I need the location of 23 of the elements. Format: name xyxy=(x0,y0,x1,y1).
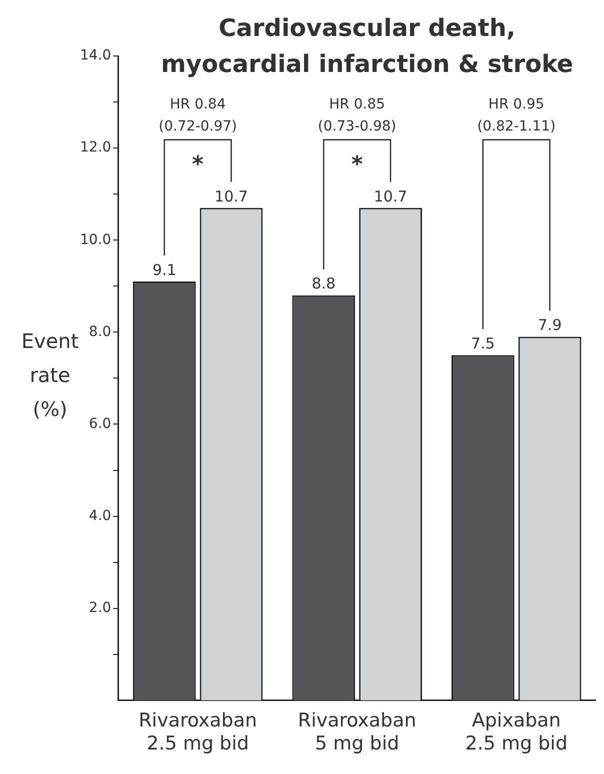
annotation: HR 0.84 (0.72-0.97) xyxy=(158,96,237,134)
x-tick-label: Rivaroxaban 2.5 mg bid xyxy=(138,710,258,755)
y-tick-label: 10.0 xyxy=(80,232,112,248)
y-tick-label: 4.0 xyxy=(88,508,112,524)
data-label: 10.7 xyxy=(214,187,248,206)
y-axis-title: Event rate (%) xyxy=(21,329,79,421)
y-tick-label: 14.0 xyxy=(80,48,112,64)
annotation: * xyxy=(351,152,364,178)
annotation: HR 0.85 (0.73-0.98) xyxy=(318,96,396,134)
chart-title: Cardiovascular death, myocardial infarction & stroke xyxy=(160,14,574,78)
x-tick-label: Apixaban 2.5 mg bid xyxy=(465,710,568,755)
data-label: 9.1 xyxy=(152,260,176,279)
annotation: HR 0.95 (0.82-1.11) xyxy=(477,96,556,134)
y-tick-label: 8.0 xyxy=(88,324,112,340)
data-label: 8.8 xyxy=(312,274,336,293)
data-label: 7.9 xyxy=(538,316,562,334)
y-tick-label: 12.0 xyxy=(80,140,112,156)
y-tick-label: 2.0 xyxy=(88,600,112,616)
data-label: 10.7 xyxy=(374,187,408,206)
y-tick-label: 6.0 xyxy=(88,416,112,432)
data-label: 7.5 xyxy=(470,334,495,353)
x-tick-label: Rivaroxaban 5 mg bid xyxy=(298,710,416,755)
annotation: * xyxy=(192,152,204,178)
